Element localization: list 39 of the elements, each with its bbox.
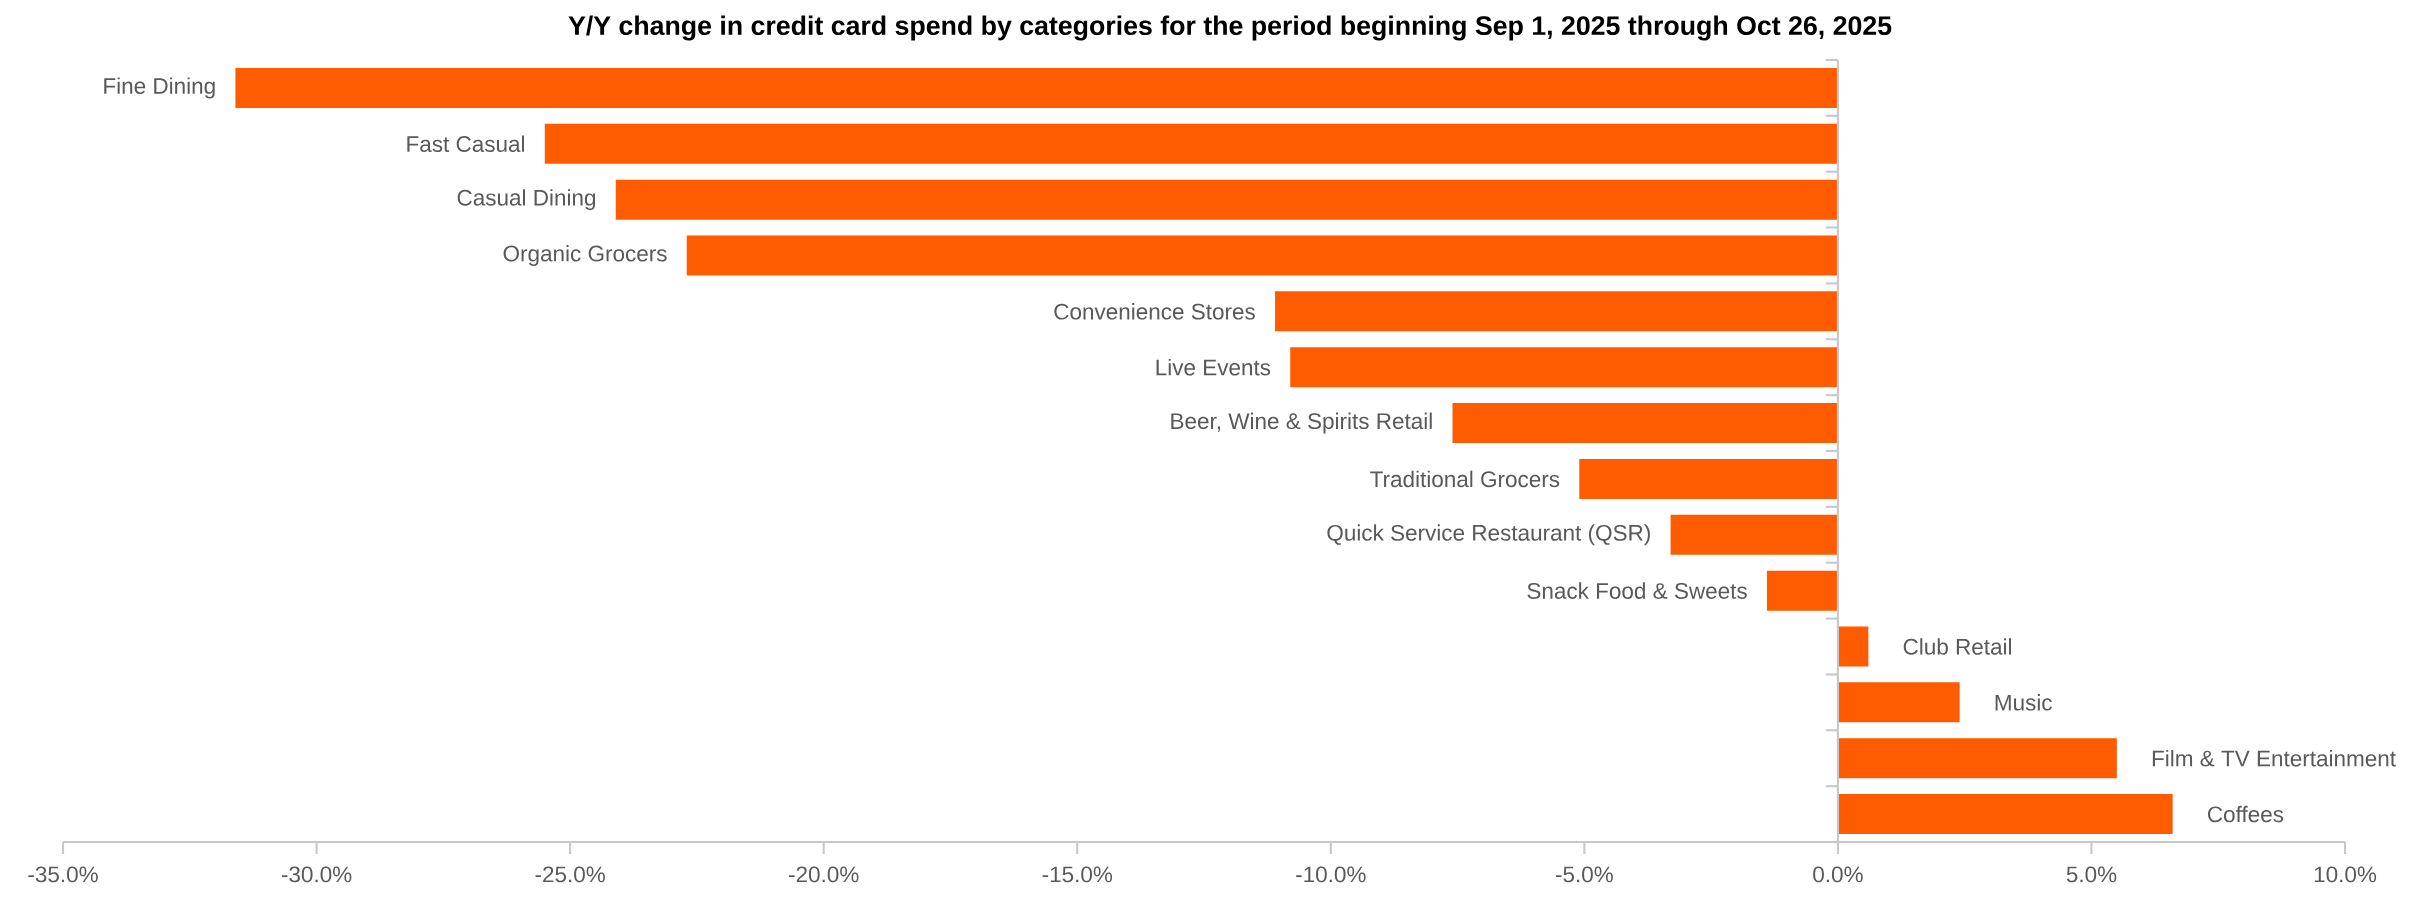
x-tick-label: -15.0%	[1042, 866, 1113, 883]
y-tick-label: Convenience Stores	[1054, 303, 1255, 320]
bar	[1837, 738, 2117, 779]
bar	[235, 67, 1838, 108]
x-tick-label: 0.0%	[1813, 866, 1863, 883]
bar	[1452, 403, 1838, 444]
x-tick-label: -25.0%	[535, 866, 605, 883]
y-tick-label: Organic Grocers	[503, 245, 667, 266]
y-tick-label: Casual Dining	[457, 189, 596, 211]
bar	[1275, 291, 1838, 332]
x-tick-label: -5.0%	[1555, 866, 1613, 883]
y-tick-label: Traditional Grocers	[1370, 470, 1560, 488]
bar	[615, 179, 1838, 220]
y-tick-label: Beer, Wine & Spirits Retail	[1171, 412, 1432, 434]
y-tick-label: Fine Dining	[104, 77, 215, 99]
bar	[1837, 682, 1960, 723]
y-tick-label: Fast Casual	[407, 135, 524, 153]
bar	[1290, 347, 1838, 388]
x-tick-label: 10.0%	[2314, 866, 2377, 883]
bar	[1579, 458, 1838, 499]
bar	[1766, 570, 1838, 611]
y-tick-label: Live Events	[1156, 358, 1271, 376]
chart-title: Y/Y change in credit card spend by categories for the period beginning Sep 1, 2025 through Oct 26, 2025	[568, 15, 1892, 41]
x-tick-label: -35.0%	[28, 866, 98, 883]
bar	[1837, 626, 1869, 667]
x-tick-label: -20.0%	[789, 866, 859, 883]
x-tick-label: -30.0%	[281, 866, 352, 883]
bar	[686, 235, 1838, 276]
bar	[1670, 514, 1838, 555]
x-tick-label: 5.0%	[2066, 866, 2117, 883]
bar	[1837, 794, 2173, 835]
y-tick-label: Snack Food & Sweets	[1527, 582, 1747, 599]
bar	[544, 123, 1838, 164]
y-tick-label: Coffees	[2207, 805, 2284, 823]
y-tick-label: Music	[1995, 694, 2052, 711]
y-tick-label: Quick Service Restaurant (QSR)	[1327, 524, 1650, 546]
x-tick-label: -10.0%	[1296, 866, 1366, 883]
y-tick-label: Club Retail	[1903, 638, 2012, 655]
y-tick-label: Film & TV Entertainment	[2152, 749, 2396, 767]
